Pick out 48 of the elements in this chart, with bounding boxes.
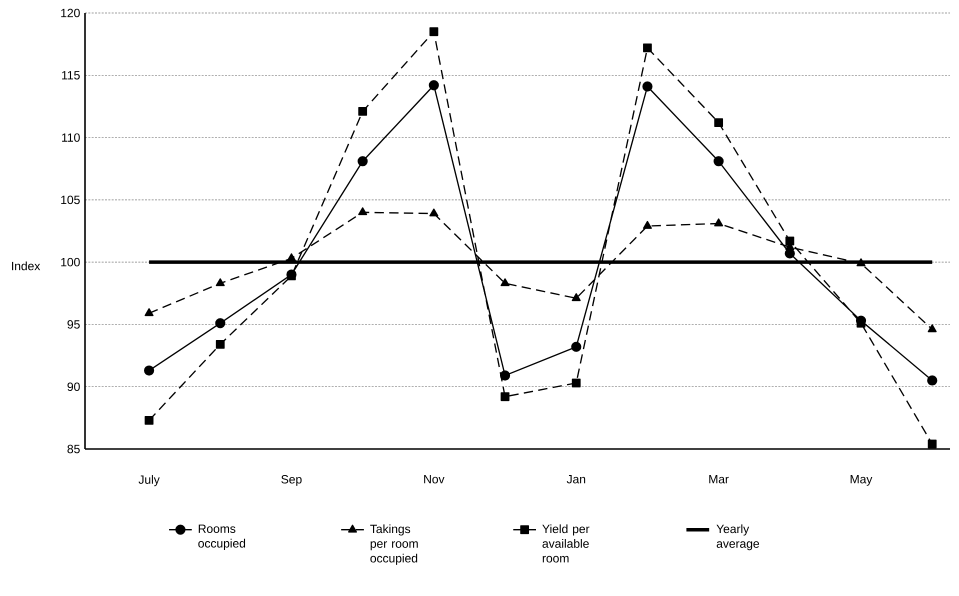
y-axis-title: Index [12, 261, 40, 270]
y-tick-label: 85 [67, 444, 80, 454]
point [358, 107, 368, 116]
y-tick-label: 90 [68, 382, 80, 391]
y-tick-label: 110 [62, 133, 80, 142]
point [428, 80, 439, 90]
point [572, 293, 581, 302]
point [500, 392, 510, 402]
x-tick-label: July [138, 475, 160, 486]
point [144, 416, 154, 425]
legend-label: Rooms occupied [198, 524, 246, 550]
point [500, 370, 510, 381]
point [714, 118, 724, 128]
point [144, 365, 154, 376]
point [572, 378, 581, 388]
x-tick-label: Jan [566, 475, 586, 484]
point [429, 27, 438, 36]
point [216, 340, 225, 349]
y-tick-label: 120 [61, 8, 80, 18]
point [642, 220, 652, 229]
point [642, 81, 653, 92]
y-tick-label: 100 [61, 258, 80, 266]
point [714, 156, 724, 166]
point [429, 208, 438, 216]
x-tick-label: Nov [424, 475, 444, 484]
point [500, 278, 510, 286]
legend-label: Yearly average [716, 524, 760, 550]
y-tick-label: 115 [62, 71, 80, 80]
point [714, 218, 724, 226]
x-tick-label: Sep [281, 475, 302, 486]
legend-label: Takings per room occupied [370, 524, 418, 565]
x-tick-label: Mar [709, 475, 729, 484]
point [216, 278, 225, 286]
point [927, 375, 938, 386]
point [144, 308, 154, 316]
point [856, 258, 866, 266]
point [358, 156, 368, 166]
y-tick-label: 105 [61, 196, 80, 204]
point [643, 43, 652, 52]
point [571, 342, 582, 352]
point [358, 207, 368, 216]
y-tick-label: 95 [68, 320, 80, 329]
x-tick-label: May [850, 475, 872, 486]
legend-label: Yield per available room [542, 524, 590, 563]
point [928, 440, 937, 448]
point [928, 324, 937, 332]
point [215, 318, 226, 328]
point [286, 253, 296, 262]
